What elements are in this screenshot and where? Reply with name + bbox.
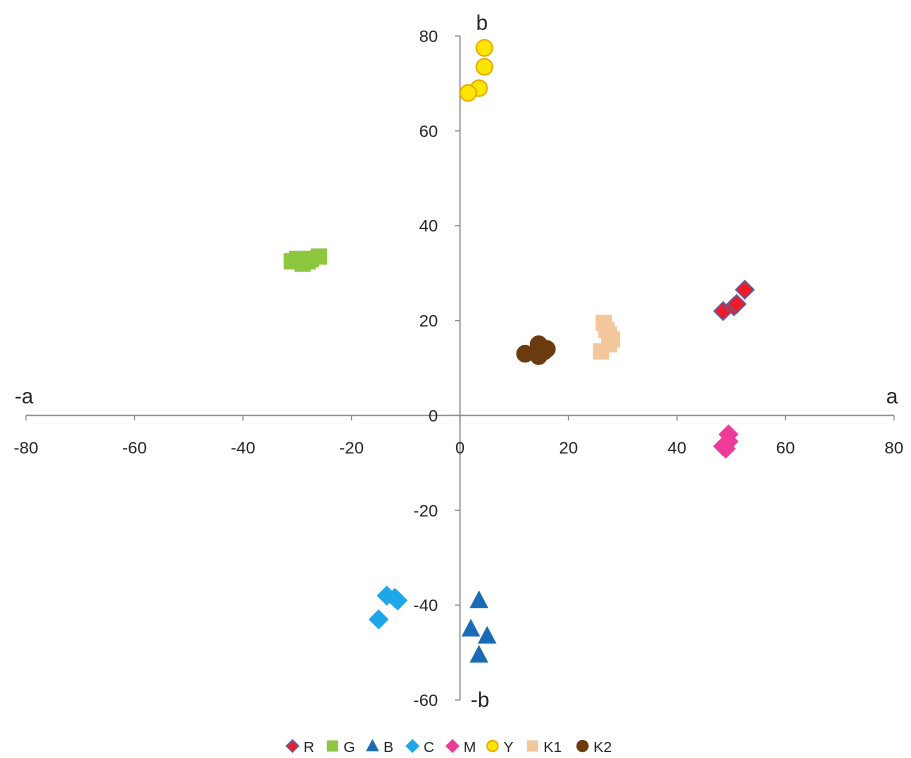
legend: R G B C M Y K1 K2	[285, 738, 612, 756]
x-axis-negative-label: -a	[15, 385, 34, 408]
legend-item-k1: K1	[526, 739, 562, 756]
x-tick-label: -80	[14, 438, 39, 457]
series-g	[283, 248, 328, 272]
data-point-r	[726, 293, 747, 315]
x-tick-label: 0	[455, 438, 464, 457]
legend-marker-b	[365, 738, 380, 752]
data-point-b	[477, 625, 497, 644]
y-tick-label: 0	[429, 406, 438, 425]
legend-label: R	[304, 739, 315, 756]
data-point-y	[459, 84, 477, 102]
series-r	[713, 279, 755, 322]
legend-item-b: B	[365, 738, 394, 756]
legend-label: Y	[504, 739, 514, 756]
x-tick-label: -60	[122, 438, 147, 457]
plot-points	[283, 39, 755, 663]
legend-label: C	[424, 739, 435, 756]
legend-marker-k1	[526, 740, 539, 752]
y-tick-label: 60	[419, 122, 438, 141]
legend-item-m: M	[445, 738, 477, 756]
y-ticks: 80 60 40 20 0 -20 -40 -60	[413, 27, 460, 710]
legend-marker-m	[445, 738, 460, 754]
series-k1	[592, 314, 621, 360]
legend-item-c: C	[405, 738, 435, 756]
data-point-k1	[603, 331, 621, 348]
data-point-c	[384, 587, 405, 609]
y-tick-label: 40	[419, 217, 438, 236]
y-tick-label: -20	[413, 501, 438, 520]
legend-label: M	[464, 739, 477, 756]
legend-label: K2	[594, 739, 612, 756]
x-tick-label: 20	[559, 438, 578, 457]
legend-item-g: G	[326, 739, 356, 756]
series-k2	[516, 335, 556, 365]
legend-marker-r	[285, 738, 300, 754]
y-tick-label: 80	[419, 27, 438, 46]
data-point-c	[368, 609, 389, 630]
data-point-r	[734, 279, 755, 300]
legend-item-y: Y	[486, 739, 514, 756]
series-y	[459, 39, 494, 102]
series-m	[713, 424, 739, 459]
data-point-k2	[537, 340, 556, 358]
x-tick-label: -40	[231, 438, 256, 457]
series-c	[368, 585, 408, 630]
y-tick-label: 20	[419, 312, 438, 331]
x-axis-positive-label: a	[886, 385, 898, 408]
data-point-y	[475, 39, 494, 57]
y-tick-label: -60	[413, 691, 438, 710]
legend-marker-k2	[576, 739, 589, 753]
legend-label: B	[384, 739, 394, 756]
x-tick-label: 80	[885, 438, 904, 457]
data-point-g	[299, 253, 317, 270]
data-point-b	[469, 590, 489, 609]
y-axis-positive-label: b	[476, 12, 488, 35]
x-tick-label: 40	[668, 438, 687, 457]
x-tick-label: -20	[339, 438, 364, 457]
legend-label: G	[344, 739, 356, 756]
legend-marker-c	[405, 738, 420, 754]
y-axis-negative-label: -b	[471, 689, 490, 712]
series-b	[461, 590, 497, 663]
legend-item-k2: K2	[576, 739, 612, 756]
x-ticks: -80 -60 -40 -20 0 20 40 60 80	[14, 415, 904, 457]
y-tick-label: -40	[413, 596, 438, 615]
legend-item-r: R	[285, 738, 315, 756]
data-point-m	[715, 438, 736, 459]
legend-marker-g	[326, 740, 339, 752]
data-point-b	[461, 618, 481, 637]
data-point-b	[469, 644, 489, 663]
data-point-y	[475, 57, 494, 76]
x-tick-label: 60	[776, 438, 795, 457]
legend-marker-y	[486, 739, 499, 753]
legend-label: K1	[544, 739, 562, 756]
